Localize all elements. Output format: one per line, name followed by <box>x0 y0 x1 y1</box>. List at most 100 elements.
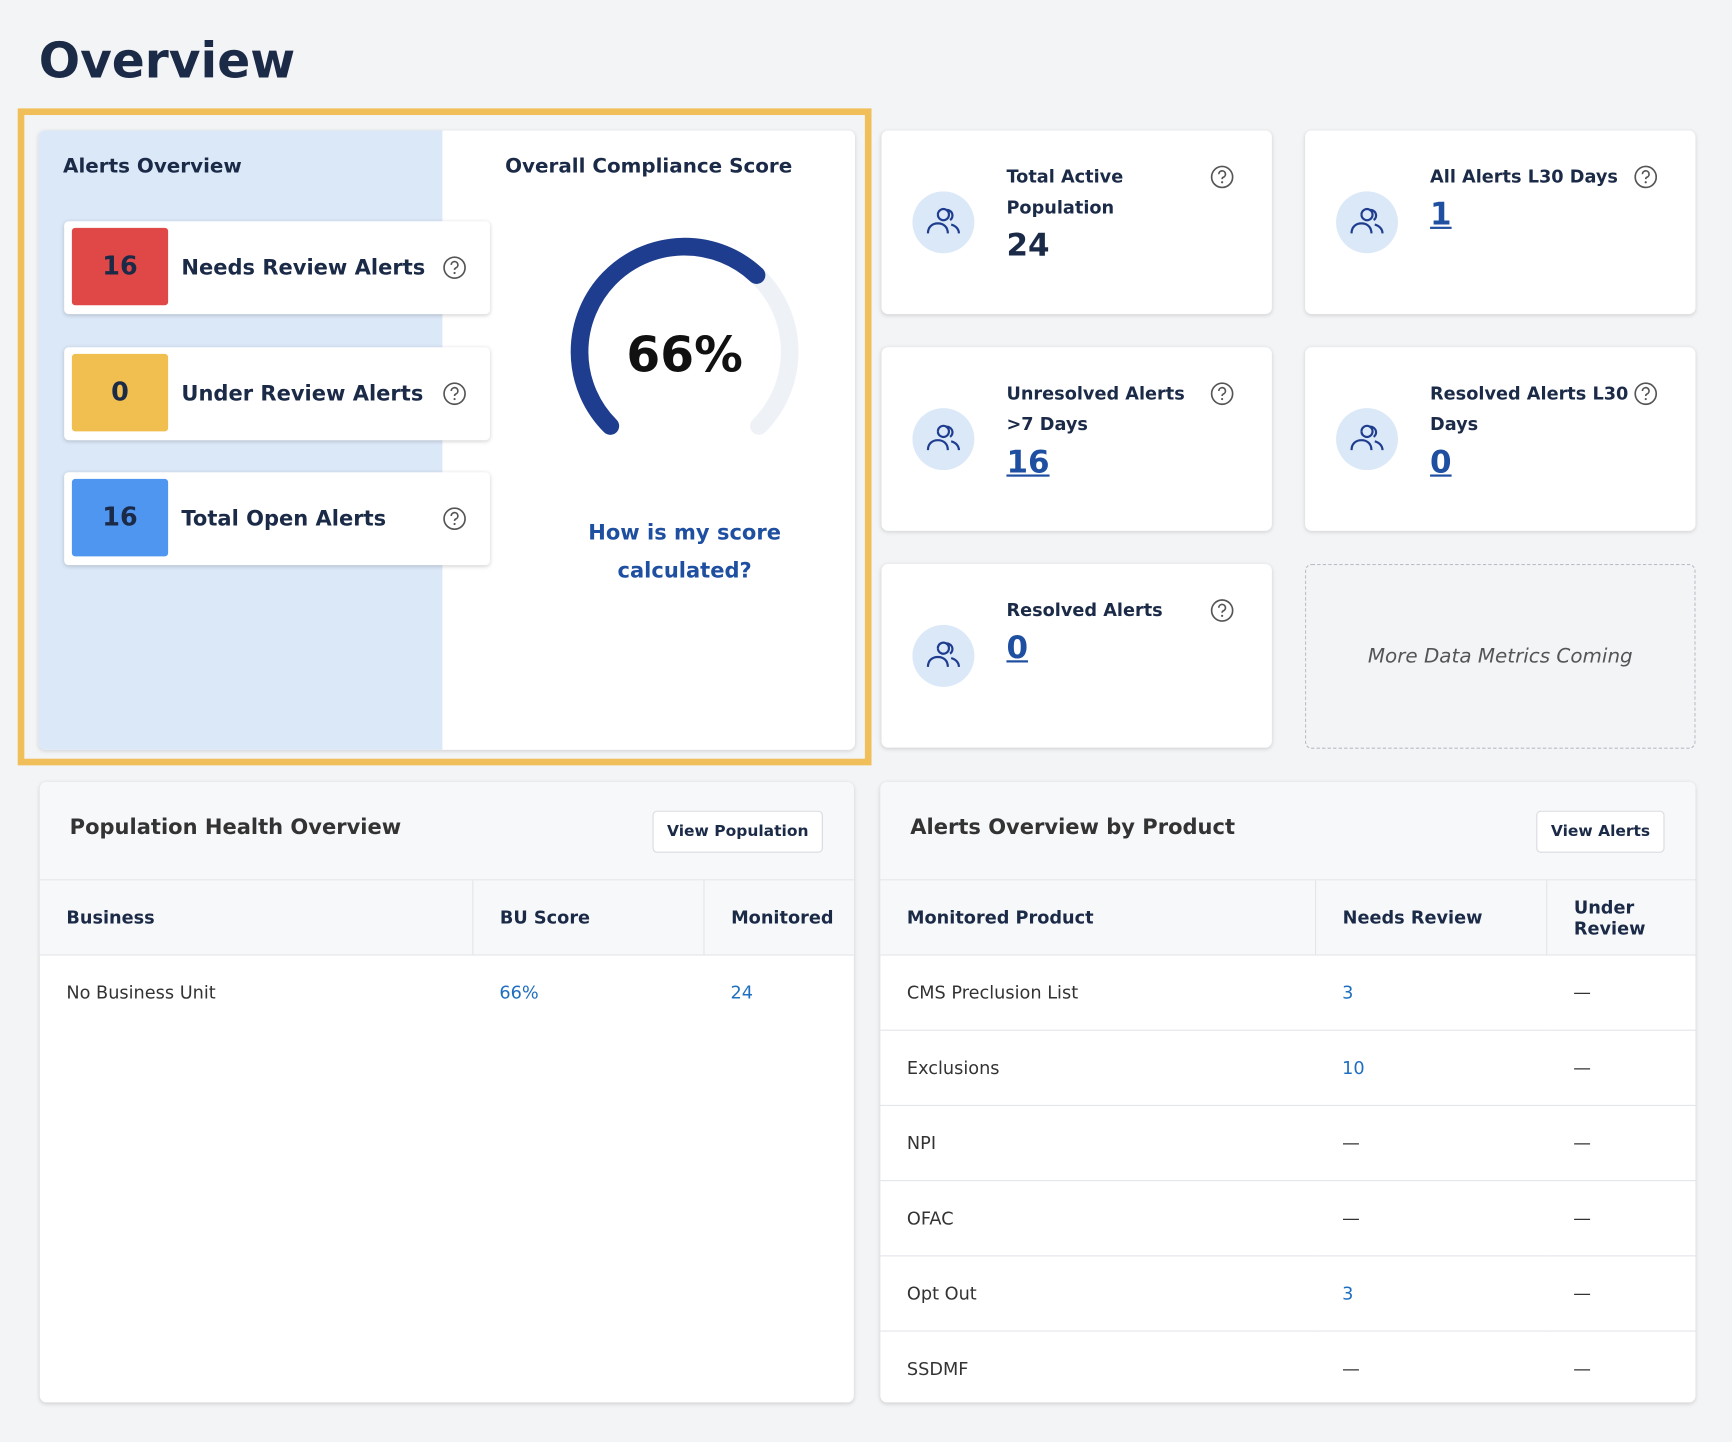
table-cell: — <box>1573 1057 1591 1079</box>
help-mark <box>1217 170 1227 180</box>
help-circle <box>1634 165 1658 189</box>
alert-item: 0 Under Review Alerts <box>64 346 490 440</box>
people-icon <box>1336 191 1398 254</box>
table-cell: NPI <box>906 1132 937 1154</box>
help-mark <box>1217 386 1227 396</box>
help-icon <box>443 507 466 531</box>
icon-bg <box>1336 408 1398 471</box>
help-icon <box>1210 382 1234 406</box>
help-icon <box>1634 382 1658 406</box>
table-cell: 10 <box>1342 1057 1365 1079</box>
alert-label: Under Review Alerts <box>181 381 424 406</box>
people-icon <box>912 624 975 687</box>
metric-body: Resolved Alerts 0 <box>1006 595 1205 670</box>
help-icon <box>443 381 466 405</box>
table-cell: SSDMF <box>906 1358 969 1380</box>
highlight <box>17 108 872 766</box>
metric-value[interactable]: 1 <box>1430 195 1452 233</box>
header-button[interactable]: View Alerts <box>1536 810 1665 853</box>
alert-label: Total Open Alerts <box>181 506 387 531</box>
alert-count: 16 <box>71 227 169 306</box>
icon-bg <box>912 191 975 254</box>
table-cell: 24 <box>730 982 754 1004</box>
metric-body: Resolved Alerts L30 Days 0 <box>1430 378 1629 484</box>
table-cell: — <box>1573 1132 1591 1154</box>
metric-card: Total Active Population 24 <box>881 130 1272 315</box>
metric-label: Resolved Alerts L30 Days <box>1430 382 1629 435</box>
table-cell: — <box>1573 1282 1591 1304</box>
metric-body: Unresolved Alerts >7 Days 16 <box>1006 378 1205 484</box>
table-row: CMS Preclusion List 3 — <box>880 955 1695 1030</box>
table-cell: — <box>1573 1358 1591 1380</box>
gauge-arc <box>570 237 766 435</box>
metric-label: Resolved Alerts <box>1006 599 1163 621</box>
alert-label: Needs Review Alerts <box>181 255 426 280</box>
score-link[interactable]: How is my score calculated? <box>588 520 781 583</box>
table-cell: Opt Out <box>906 1282 977 1304</box>
table-row: OFAC — — <box>880 1180 1696 1256</box>
metric-card: All Alerts L30 Days 1 <box>1305 130 1696 315</box>
column-header: Under Review <box>1546 879 1696 956</box>
column-header: BU Score <box>472 879 704 956</box>
icon-glyph <box>926 424 961 451</box>
compliance-title: Overall Compliance Score <box>505 154 793 179</box>
metric-body: Total Active Population 24 <box>1006 161 1205 267</box>
alerts-title: Alerts Overview <box>63 154 242 179</box>
icon-bg <box>1336 191 1398 254</box>
table-cell: CMS Preclusion List <box>906 982 1079 1004</box>
help-dot <box>1644 397 1647 401</box>
help-mark <box>1217 603 1227 613</box>
table-cell: 3 <box>1342 1282 1354 1304</box>
population-health-card: Population Health Overview View Populatio… <box>39 781 854 1403</box>
icon-glyph <box>926 208 961 234</box>
metric-label: All Alerts L30 Days <box>1430 165 1618 187</box>
metric-value: 24 <box>1006 226 1050 264</box>
placeholder-card: More Data Metrics Coming <box>1305 564 1696 749</box>
people-icon <box>1336 408 1398 471</box>
alert-count: 16 <box>71 478 169 557</box>
icon-bg <box>912 408 975 471</box>
table-cell: No Business Unit <box>66 982 216 1004</box>
score-label: 66% <box>626 328 742 384</box>
help-dot <box>1644 181 1647 184</box>
help-icon <box>1210 599 1234 622</box>
help-circle <box>1210 599 1234 622</box>
column-header: Monitored Product <box>880 879 1316 956</box>
metric-card: Resolved Alerts L30 Days 0 <box>1305 347 1696 531</box>
help-dot <box>453 522 456 526</box>
metric-value[interactable]: 16 <box>1006 443 1050 481</box>
metric-value[interactable]: 0 <box>1430 443 1452 481</box>
help-dot <box>1221 397 1224 401</box>
table-row: NPI — — <box>880 1105 1696 1180</box>
help-icon <box>1634 165 1658 189</box>
table-row: No Business Unit 66% 24 <box>40 955 854 1030</box>
help-mark <box>450 511 459 521</box>
card-title: Population Health Overview <box>69 815 402 840</box>
metric-label: Unresolved Alerts >7 Days <box>1006 382 1185 435</box>
table-cell: 66% <box>499 982 539 1004</box>
help-circle <box>443 381 466 405</box>
icon-bg <box>912 624 975 687</box>
metric-value[interactable]: 0 <box>1006 629 1029 666</box>
help-dot <box>1221 614 1224 617</box>
help-circle <box>443 256 466 279</box>
help-dot <box>453 271 456 275</box>
table-cell: Exclusions <box>906 1057 1000 1079</box>
column-header: Business <box>39 879 473 956</box>
gauge: 66% <box>570 237 799 435</box>
table-row: Opt Out 3 — <box>880 1255 1696 1331</box>
table-cell: — <box>1342 1358 1360 1380</box>
help-circle <box>1210 165 1234 189</box>
column-header: Monitored <box>703 879 854 956</box>
help-icon <box>443 256 466 279</box>
table-row: SSDMF — — <box>880 1331 1696 1406</box>
table-cell: 3 <box>1342 982 1354 1004</box>
data-table: Business BU Score Monitored No Business Uni… <box>39 879 854 1030</box>
people-icon <box>912 408 975 471</box>
help-icon <box>1210 165 1234 189</box>
header-button[interactable]: View Population <box>652 810 823 853</box>
icon-glyph <box>1350 208 1384 234</box>
icon-glyph <box>1350 424 1384 451</box>
